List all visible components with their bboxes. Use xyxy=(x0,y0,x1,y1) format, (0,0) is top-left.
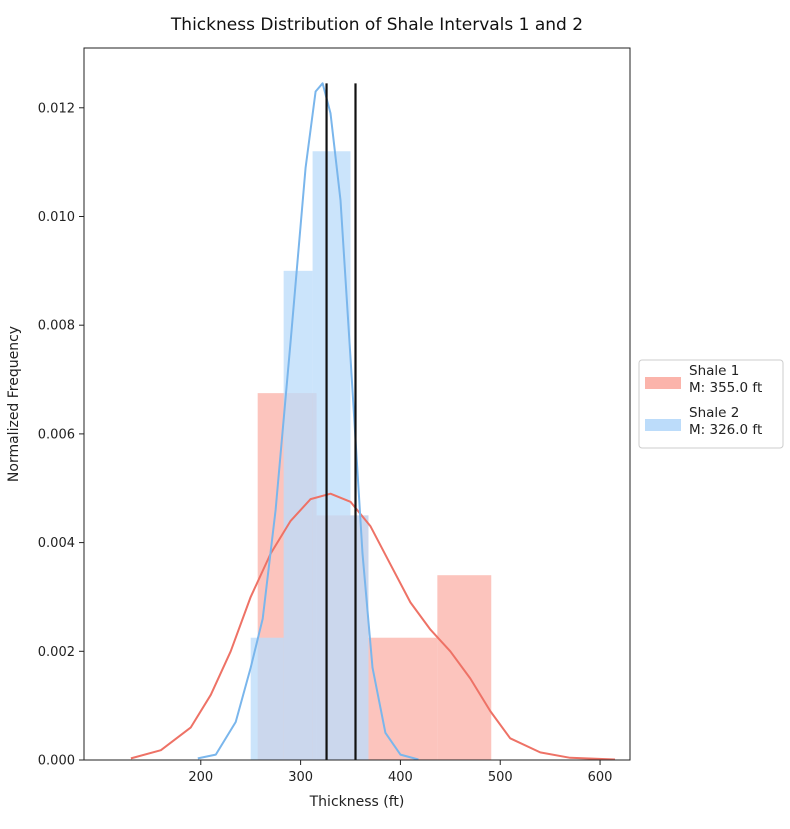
chart-title: Thickness Distribution of Shale Interval… xyxy=(170,15,583,35)
axes: 200 300 400 500 600 0.000 0.002 0.004 0.006 0.008… xyxy=(38,47,631,785)
y-tick-label: 0.012 xyxy=(38,101,75,116)
legend: Shale 1 M: 355.0 ft Shale 2 M: 326.0 ft xyxy=(638,359,784,449)
y-axis-label: Normalized Frequency xyxy=(6,326,22,482)
legend-label-shale-2: Shale 2 M: 326.0 ft xyxy=(689,405,762,438)
x-tick-label: 400 xyxy=(388,770,413,785)
x-tick-label: 600 xyxy=(588,770,613,785)
plot-frame xyxy=(83,47,631,761)
legend-label-shale-1: Shale 1 M: 355.0 ft xyxy=(689,363,762,396)
hist-bar-shale-1-4 xyxy=(437,575,492,760)
kde-curve-shale-2 xyxy=(197,82,419,761)
x-tick-label: 200 xyxy=(188,770,213,785)
y-tick-label: 0.008 xyxy=(38,319,75,334)
hist-bar-shale-2-4 xyxy=(350,515,369,760)
y-tick-label: 0.006 xyxy=(38,427,75,442)
legend-swatch-shale-2 xyxy=(645,419,681,431)
y-tick-label: 0.010 xyxy=(38,210,75,225)
y-tick-label: 0.002 xyxy=(38,645,75,660)
hist-bar-shale-1-3 xyxy=(368,637,438,760)
x-axis-label: Thickness (ft) xyxy=(309,794,405,810)
hist-bar-shale-2-3 xyxy=(312,151,351,760)
hist-bar-shale-2-1 xyxy=(250,637,284,760)
legend-swatch-shale-1 xyxy=(645,377,681,389)
x-tick-label: 500 xyxy=(488,770,513,785)
x-tick-label: 300 xyxy=(288,770,313,785)
hist-bar-shale-2-2 xyxy=(283,270,313,760)
plot-area xyxy=(130,82,616,761)
y-tick-label: 0.004 xyxy=(38,536,75,551)
y-tick-label: 0.000 xyxy=(38,754,75,769)
